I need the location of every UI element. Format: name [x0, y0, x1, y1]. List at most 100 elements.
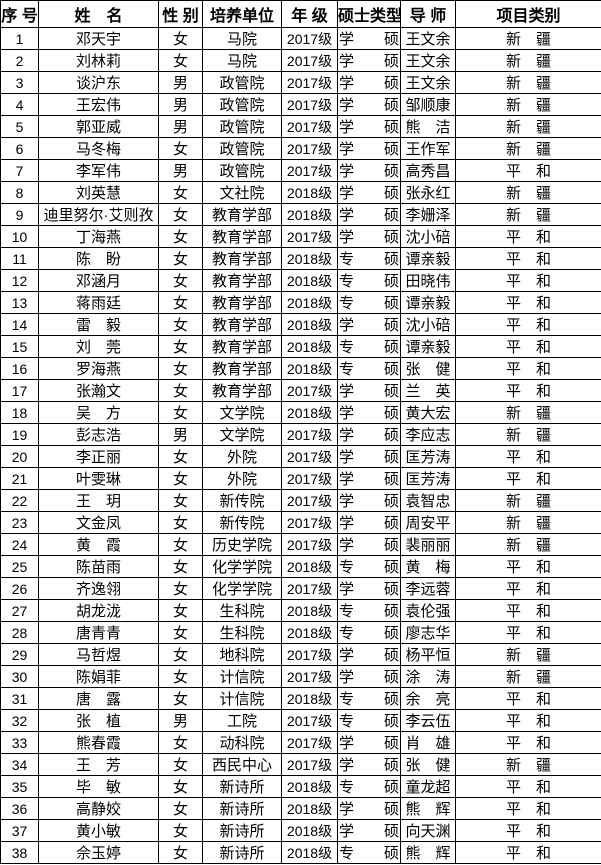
grade-cell: 2018级 — [281, 775, 338, 798]
index-cell: 11 — [0, 247, 39, 270]
index-cell: 19 — [0, 423, 39, 446]
index-cell: 27 — [0, 599, 39, 622]
name-cell: 罗海燕 — [38, 357, 159, 380]
advisor-cell: 黄 梅 — [400, 555, 456, 578]
program-cell: 新 疆 — [455, 643, 601, 666]
degree-type-cell: 学 硕 — [337, 401, 401, 424]
index-cell: 33 — [0, 731, 39, 754]
name-cell: 郭亚威 — [38, 115, 159, 138]
gender-cell: 女 — [158, 489, 203, 512]
gender-cell: 男 — [158, 93, 203, 116]
index-cell: 23 — [0, 511, 39, 534]
advisor-cell: 李远蓉 — [400, 577, 456, 600]
table-row: 35 毕 敏女新诗所 2018级专 硕童龙超平 和 — [0, 775, 601, 798]
table-row: 25 陈苗雨女化学学院 2018级专 硕黄 梅平 和 — [0, 555, 601, 578]
unit-cell: 教育学部 — [202, 357, 282, 380]
advisor-cell: 熊 辉 — [400, 841, 456, 864]
degree-type-cell: 学 硕 — [337, 819, 401, 842]
advisor-cell: 王文余 — [400, 71, 456, 94]
name-cell: 陈 盼 — [38, 247, 159, 270]
degree-type-cell: 学 硕 — [337, 445, 401, 468]
advisor-cell: 张 健 — [400, 357, 456, 380]
degree-type-cell: 专 硕 — [337, 247, 401, 270]
name-cell: 李正丽 — [38, 445, 159, 468]
index-cell: 12 — [0, 269, 39, 292]
index-cell: 8 — [0, 181, 39, 204]
name-cell: 佘玉婷 — [38, 841, 159, 864]
gender-cell: 女 — [158, 797, 203, 820]
table-row: 6 马冬梅女政管院 2017级学 硕王作军新 疆 — [0, 137, 601, 160]
gender-cell: 女 — [158, 313, 203, 336]
unit-cell: 文学院 — [202, 401, 282, 424]
table-body: 1 邓天宇女马院 2017级学 硕王文余新 疆 2 刘林莉女马院 2017级学 硕王文余新… — [0, 27, 601, 864]
degree-type-cell: 学 硕 — [337, 467, 401, 490]
advisor-cell: 匡芳涛 — [400, 467, 456, 490]
grade-cell: 2018级 — [281, 313, 338, 336]
name-cell: 李军伟 — [38, 159, 159, 182]
unit-cell: 教育学部 — [202, 379, 282, 402]
name-cell: 张 植 — [38, 709, 159, 732]
grade-cell: 2017级 — [281, 423, 338, 446]
gender-cell: 女 — [158, 401, 203, 424]
gender-cell: 女 — [158, 511, 203, 534]
advisor-cell: 杨平恒 — [400, 643, 456, 666]
gender-cell: 女 — [158, 775, 203, 798]
name-cell: 刘 莞 — [38, 335, 159, 358]
gender-cell: 男 — [158, 71, 203, 94]
program-cell: 平 和 — [455, 335, 601, 358]
degree-type-cell: 专 硕 — [337, 687, 401, 710]
degree-type-cell: 学 硕 — [337, 643, 401, 666]
program-cell: 平 和 — [455, 555, 601, 578]
gender-cell: 女 — [158, 137, 203, 160]
index-cell: 34 — [0, 753, 39, 776]
grade-cell: 2017级 — [281, 49, 338, 72]
grade-cell: 2018级 — [281, 687, 338, 710]
grade-cell: 2018级 — [281, 599, 338, 622]
index-cell: 2 — [0, 49, 39, 72]
table-row: 12 邓涵月女教育学部 2018级专 硕田晓伟平 和 — [0, 269, 601, 292]
header-grade: 年 级 — [281, 0, 338, 28]
gender-cell: 女 — [158, 335, 203, 358]
degree-type-cell: 学 硕 — [337, 511, 401, 534]
grade-cell: 2017级 — [281, 445, 338, 468]
degree-type-cell: 学 硕 — [337, 665, 401, 688]
program-cell: 新 疆 — [455, 115, 601, 138]
program-cell: 新 疆 — [455, 181, 601, 204]
unit-cell: 新诗所 — [202, 841, 282, 864]
index-cell: 13 — [0, 291, 39, 314]
gender-cell: 女 — [158, 599, 203, 622]
degree-type-cell: 专 硕 — [337, 775, 401, 798]
unit-cell: 新传院 — [202, 489, 282, 512]
degree-type-cell: 专 硕 — [337, 621, 401, 644]
table-row: 22 王 玥女新传院 2017级学 硕袁智忠新 疆 — [0, 489, 601, 512]
gender-cell: 女 — [158, 753, 203, 776]
name-cell: 胡龙泷 — [38, 599, 159, 622]
grade-cell: 2018级 — [281, 555, 338, 578]
index-cell: 16 — [0, 357, 39, 380]
unit-cell: 文学院 — [202, 423, 282, 446]
unit-cell: 生科院 — [202, 621, 282, 644]
grade-cell: 2017级 — [281, 665, 338, 688]
advisor-cell: 张永红 — [400, 181, 456, 204]
index-cell: 1 — [0, 27, 39, 50]
grade-cell: 2017级 — [281, 137, 338, 160]
grade-cell: 2018级 — [281, 401, 338, 424]
index-cell: 3 — [0, 71, 39, 94]
table-row: 10 丁海燕女教育学部 2017级学 硕沈小碚平 和 — [0, 225, 601, 248]
unit-cell: 教育学部 — [202, 203, 282, 226]
gender-cell: 女 — [158, 225, 203, 248]
gender-cell: 女 — [158, 731, 203, 754]
header-advisor: 导 师 — [400, 0, 456, 28]
unit-cell: 政管院 — [202, 93, 282, 116]
unit-cell: 政管院 — [202, 71, 282, 94]
name-cell: 王 芳 — [38, 753, 159, 776]
advisor-cell: 周安平 — [400, 511, 456, 534]
index-cell: 18 — [0, 401, 39, 424]
index-cell: 7 — [0, 159, 39, 182]
gender-cell: 女 — [158, 269, 203, 292]
program-cell: 新 疆 — [455, 27, 601, 50]
gender-cell: 女 — [158, 467, 203, 490]
program-cell: 平 和 — [455, 225, 601, 248]
unit-cell: 历史学院 — [202, 533, 282, 556]
advisor-cell: 裴丽丽 — [400, 533, 456, 556]
